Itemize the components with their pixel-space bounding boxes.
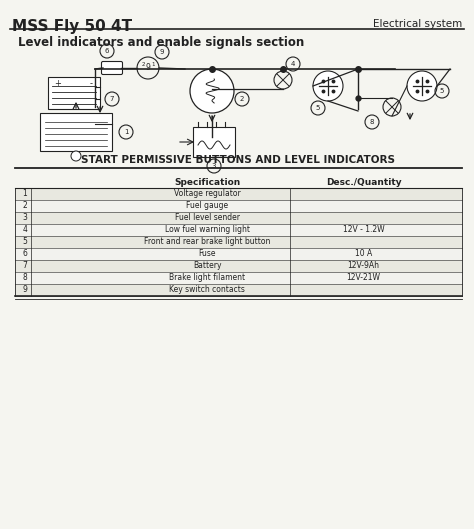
Bar bbox=[15, 200, 462, 212]
Text: -: - bbox=[90, 79, 93, 88]
Text: START PERMISSIVE BUTTONS AND LEVEL INDICATORS: START PERMISSIVE BUTTONS AND LEVEL INDIC… bbox=[82, 155, 395, 165]
Text: Fuel gauge: Fuel gauge bbox=[186, 202, 228, 211]
Text: Front and rear brake light button: Front and rear brake light button bbox=[144, 238, 270, 247]
Circle shape bbox=[71, 151, 81, 161]
Bar bbox=[15, 188, 462, 200]
Circle shape bbox=[407, 71, 437, 101]
Text: 3: 3 bbox=[212, 163, 216, 169]
Bar bbox=[193, 127, 235, 157]
Text: Desc./Quantity: Desc./Quantity bbox=[326, 178, 401, 187]
Text: 12V - 1.2W: 12V - 1.2W bbox=[343, 225, 384, 234]
Bar bbox=[15, 212, 462, 224]
Text: 9: 9 bbox=[160, 49, 164, 55]
Text: Electrical system: Electrical system bbox=[373, 19, 462, 29]
Text: Key switch contacts: Key switch contacts bbox=[169, 286, 245, 295]
Text: 2: 2 bbox=[141, 61, 145, 67]
Text: 6: 6 bbox=[105, 48, 109, 54]
Bar bbox=[40, 113, 112, 151]
Text: 10 A: 10 A bbox=[355, 250, 372, 259]
Text: Battery: Battery bbox=[193, 261, 221, 270]
Text: +: + bbox=[54, 79, 61, 88]
Text: 8: 8 bbox=[370, 119, 374, 125]
Text: Low fuel warning light: Low fuel warning light bbox=[164, 225, 250, 234]
FancyBboxPatch shape bbox=[101, 61, 122, 75]
Text: 9: 9 bbox=[23, 286, 27, 295]
Bar bbox=[15, 224, 462, 236]
Bar bbox=[15, 236, 462, 248]
Text: 8: 8 bbox=[23, 273, 27, 282]
Bar bbox=[15, 248, 462, 260]
Circle shape bbox=[190, 69, 234, 113]
Text: 12V-21W: 12V-21W bbox=[346, 273, 381, 282]
Text: 1: 1 bbox=[151, 61, 155, 67]
Text: 4: 4 bbox=[23, 225, 27, 234]
Text: Voltage regulator: Voltage regulator bbox=[174, 189, 241, 198]
Text: 2: 2 bbox=[240, 96, 244, 102]
Text: 1: 1 bbox=[124, 129, 128, 135]
Text: 3: 3 bbox=[23, 214, 27, 223]
Bar bbox=[15, 260, 462, 272]
Text: 7: 7 bbox=[23, 261, 27, 270]
Text: Level indicators and enable signals section: Level indicators and enable signals sect… bbox=[18, 36, 304, 49]
Text: Brake light filament: Brake light filament bbox=[169, 273, 245, 282]
Text: 2: 2 bbox=[23, 202, 27, 211]
Text: 7: 7 bbox=[110, 96, 114, 102]
Text: 4: 4 bbox=[291, 61, 295, 67]
Text: 6: 6 bbox=[23, 250, 27, 259]
Bar bbox=[15, 272, 462, 284]
Text: 5: 5 bbox=[316, 105, 320, 111]
Text: 1: 1 bbox=[23, 189, 27, 198]
Text: Specification: Specification bbox=[174, 178, 240, 187]
Bar bbox=[48, 77, 100, 109]
Text: 5: 5 bbox=[440, 88, 444, 94]
Text: Fuel level sender: Fuel level sender bbox=[175, 214, 240, 223]
Bar bbox=[15, 284, 462, 296]
Text: Fuse: Fuse bbox=[199, 250, 216, 259]
Text: 12V-9Ah: 12V-9Ah bbox=[347, 261, 380, 270]
Text: 5: 5 bbox=[23, 238, 27, 247]
Circle shape bbox=[313, 71, 343, 101]
Text: 9: 9 bbox=[146, 63, 150, 72]
Text: MSS Fly 50 4T: MSS Fly 50 4T bbox=[12, 19, 132, 34]
